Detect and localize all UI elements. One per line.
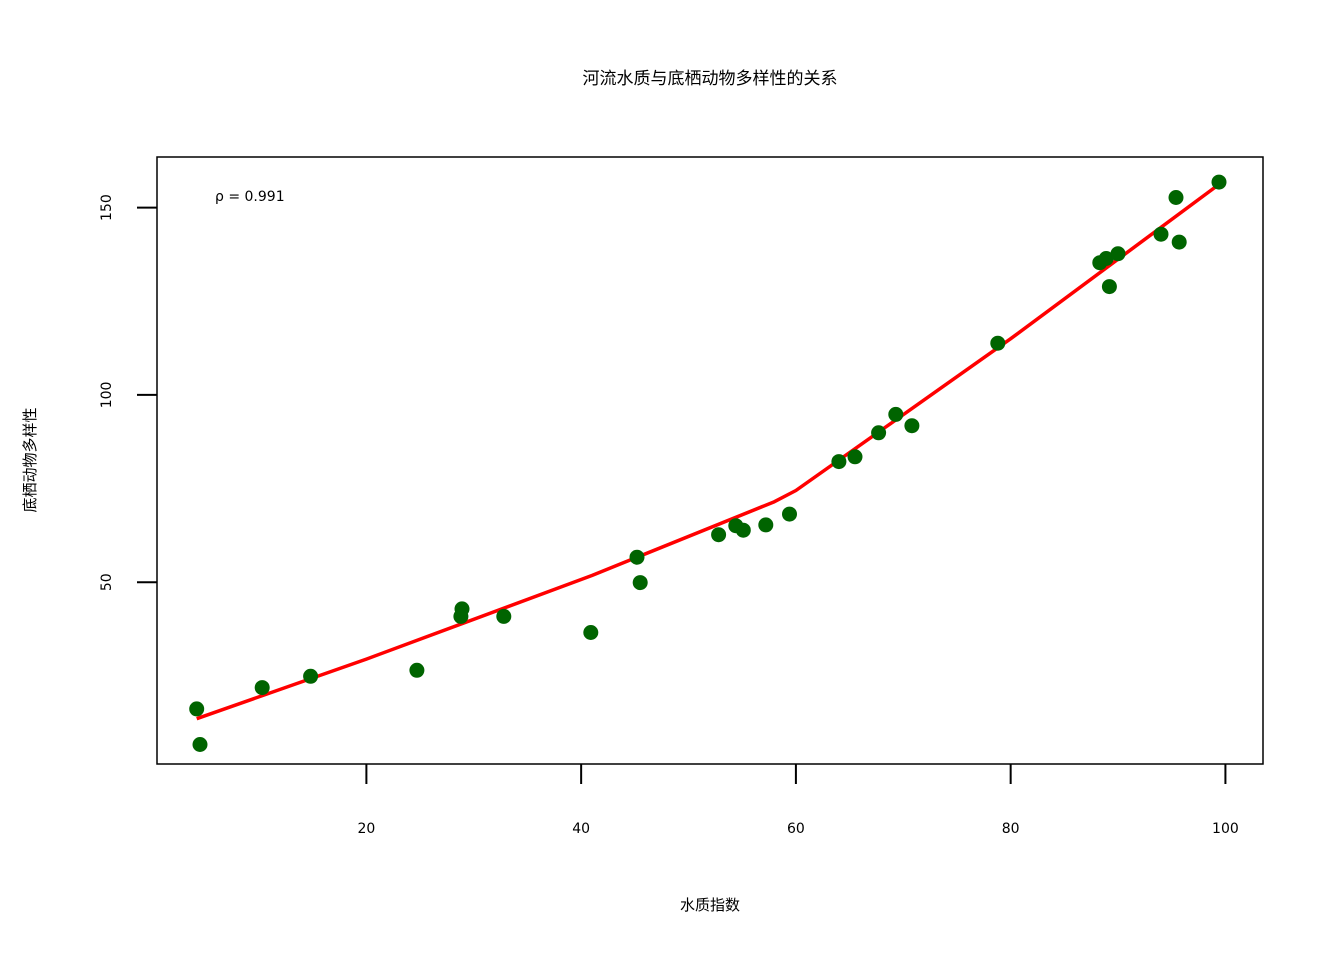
data-point [888, 406, 904, 422]
data-point [831, 454, 847, 470]
x-axis: 20 40 60 80 100 [357, 764, 1239, 837]
data-point [454, 601, 470, 617]
data-point [1171, 234, 1187, 250]
data-point [1153, 226, 1169, 242]
x-tick-label: 40 [572, 821, 590, 837]
data-point [1101, 279, 1117, 295]
data-point [189, 701, 205, 717]
data-point [758, 517, 774, 533]
y-tick-label: 100 [99, 382, 115, 409]
data-points-group [189, 174, 1227, 752]
x-tick-label: 80 [1002, 821, 1020, 837]
data-point [632, 575, 648, 591]
y-axis: 50 100 150 [99, 194, 157, 591]
y-axis-label: 底栖动物多样性 [21, 407, 39, 512]
correlation-annotation: ρ = 0.991 [215, 189, 285, 205]
x-axis-label: 水质指数 [680, 896, 740, 914]
x-tick-label: 60 [787, 821, 805, 837]
y-tick-label: 150 [99, 194, 115, 221]
y-tick-label: 50 [99, 573, 115, 591]
data-point [735, 522, 751, 538]
data-point [1110, 246, 1126, 262]
data-point [1211, 174, 1227, 190]
data-point [496, 608, 512, 624]
plot-frame [156, 156, 1264, 765]
data-point [254, 680, 270, 696]
data-point [409, 662, 425, 678]
x-tick-label: 20 [357, 821, 375, 837]
data-point [303, 668, 319, 684]
data-point [904, 418, 920, 434]
data-point [847, 449, 863, 465]
data-point [711, 527, 727, 543]
data-point [871, 425, 887, 441]
fit-line [196, 182, 1221, 721]
x-tick-label: 100 [1212, 821, 1239, 837]
data-point [1098, 251, 1114, 266]
data-point [1168, 190, 1184, 205]
data-point [629, 549, 645, 565]
data-point [990, 335, 1006, 351]
chart-title: 河流水质与底栖动物多样性的关系 [583, 69, 838, 89]
data-point [192, 737, 208, 752]
fit-line-group [196, 182, 1221, 721]
data-point [583, 625, 599, 640]
data-point [782, 506, 797, 522]
